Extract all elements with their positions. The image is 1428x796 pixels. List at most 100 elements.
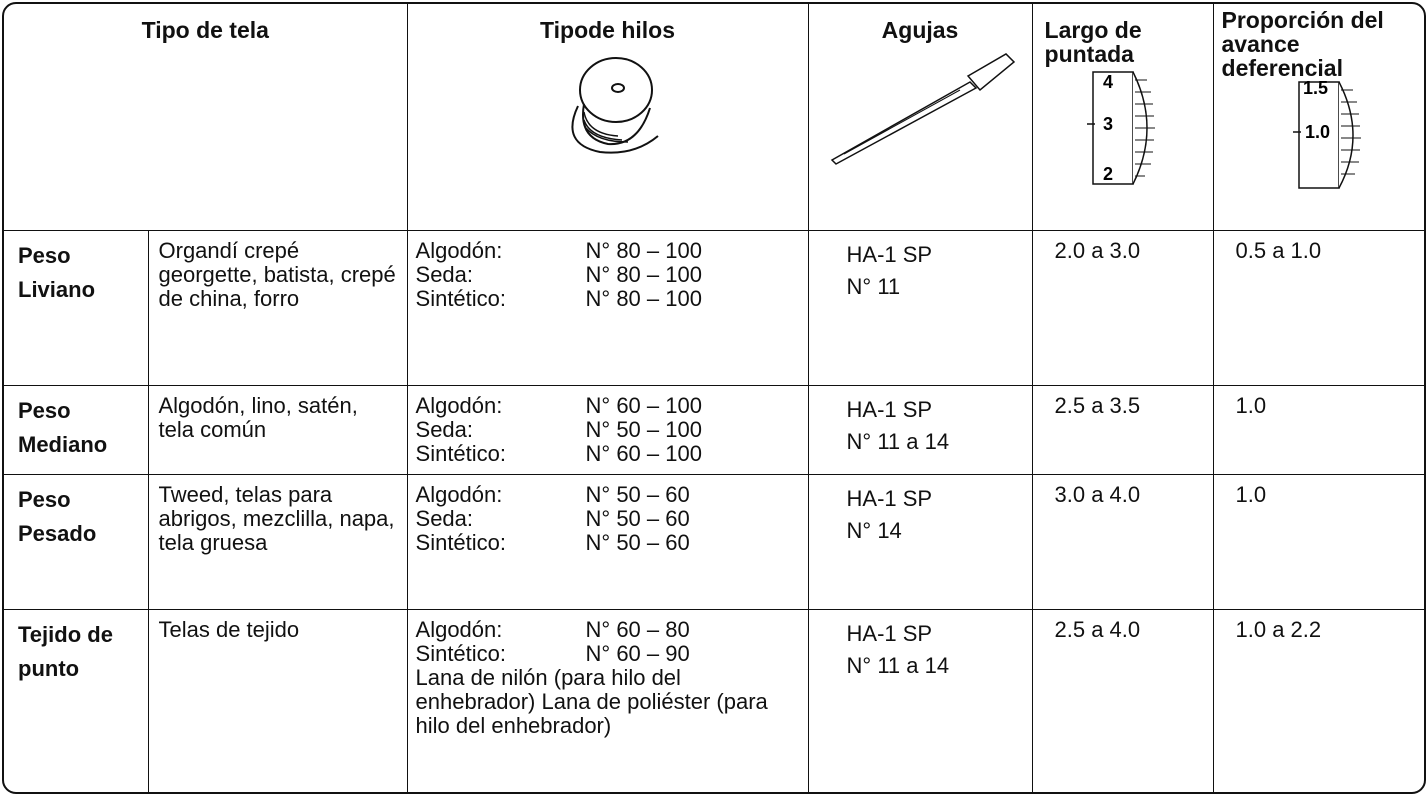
- cell: Algodón: N° 60 – 100 Seda: N° 50 – 100 Sinté…: [406, 384, 809, 475]
- stitch-length: 3.0 a 4.0: [1054, 481, 1141, 507]
- cell: HA-1 SP N° 11 a 14: [807, 384, 1033, 475]
- feed-ratio: 0.5 a 1.0: [1235, 237, 1322, 263]
- dial-label: 1.0: [1305, 122, 1330, 142]
- fabrics: Telas de tejido: [158, 616, 300, 642]
- thread-type: Algodón:: [415, 616, 503, 642]
- threads: Algodón: N° 80 – 100 Seda: N° 80 – 100 Sinté…: [408, 231, 808, 319]
- dial-label: 3: [1103, 114, 1113, 134]
- cell: Algodón, lino, satén, tela común: [147, 384, 408, 475]
- thread-type: Sintético:: [415, 640, 507, 666]
- cell: 2.0 a 3.0: [1031, 229, 1214, 386]
- header-cell: Tipode hilos: [406, 4, 809, 231]
- thread-type: Sintético:: [415, 285, 507, 311]
- thread-line: Seda: N° 50 – 60: [415, 505, 800, 531]
- cell: HA-1 SP N° 11 a 14: [807, 608, 1033, 792]
- needle-line: N° 11 a 14: [846, 428, 950, 454]
- needle-line: N° 11 a 14: [846, 652, 950, 678]
- cell: Algodón: N° 80 – 100 Seda: N° 80 – 100 Sinté…: [406, 229, 809, 386]
- thread-size: N° 80 – 100: [585, 261, 702, 287]
- thread-type: Seda:: [415, 416, 474, 442]
- header-text: Largo de puntada: [1044, 17, 1142, 67]
- fabrics: Organdí crepé georgette, batista, crepé …: [158, 237, 396, 311]
- cell: 0.5 a 1.0: [1212, 229, 1424, 386]
- stitch-length: 2.5 a 4.0: [1054, 616, 1141, 642]
- needle-line: HA-1 SP: [846, 396, 933, 422]
- thread-line: Sintético: N° 60 – 100: [415, 440, 800, 466]
- thread-line: Algodón: N° 60 – 100: [415, 392, 800, 418]
- thread-line: Algodón: N° 80 – 100: [415, 237, 800, 263]
- needle: HA-1 SP N° 14: [809, 475, 1032, 547]
- thread-size: N° 80 – 100: [585, 285, 702, 311]
- header-cell: Largo de puntada 4 3 2: [1031, 4, 1214, 231]
- threads: Algodón: N° 60 – 100 Seda: N° 50 – 100 Sinté…: [408, 386, 808, 474]
- needle: HA-1 SP N° 11: [809, 231, 1032, 303]
- dial-label: 1.5: [1303, 80, 1328, 98]
- header-text: Tipo de tela: [141, 17, 269, 43]
- thread-size: N° 60 – 90: [585, 640, 690, 666]
- spool-icon: [570, 57, 659, 154]
- thread-line: Algodón: N° 50 – 60: [415, 481, 800, 507]
- thread-type: Sintético:: [415, 529, 507, 555]
- thread-type: Seda:: [415, 261, 474, 287]
- row: Peso Mediano Algodón, lino, satén, tela c…: [4, 384, 1424, 475]
- needle: HA-1 SP N° 11 a 14: [809, 386, 1032, 458]
- header-cell: Tipo de tela: [4, 4, 408, 231]
- thread-line: Sintético: N° 60 – 90: [415, 640, 800, 666]
- thread-type: Seda:: [415, 505, 474, 531]
- weight: Tejido de punto: [18, 621, 113, 681]
- threads: Algodón: N° 60 – 80 Sintético: N° 60 – 90 La…: [408, 610, 808, 746]
- header-text: Tipode hilos: [540, 17, 676, 43]
- cell: Peso Liviano: [4, 229, 149, 386]
- thread-size: N° 60 – 100: [585, 392, 702, 418]
- cell: 1.0: [1212, 473, 1424, 610]
- thread-line: Sintético: N° 50 – 60: [415, 529, 800, 555]
- thread-size: N° 60 – 100: [585, 440, 702, 466]
- needle-line: N° 14: [846, 517, 902, 543]
- needle-line: N° 11: [846, 273, 901, 299]
- row: Peso Pesado Tweed, telas para abrigos, me…: [4, 473, 1424, 610]
- thread-type: Algodón:: [415, 392, 503, 418]
- needle: HA-1 SP N° 11 a 14: [809, 610, 1032, 682]
- row: Peso Liviano Organdí crepé georgette, bat…: [4, 229, 1424, 386]
- thread-line: Algodón: N° 60 – 80: [415, 616, 800, 642]
- feed-ratio: 1.0: [1235, 481, 1267, 507]
- thread-size: N° 60 – 80: [585, 616, 690, 642]
- thread-type: Algodón:: [415, 481, 503, 507]
- thread-size: N° 50 – 60: [585, 481, 690, 507]
- thread-line: Seda: N° 80 – 100: [415, 261, 800, 287]
- cell: 1.0 a 2.2: [1212, 608, 1424, 792]
- fabrics: Algodón, lino, satén, tela común: [158, 392, 358, 442]
- row: Tejido de punto Telas de tejido Algodón: N°…: [4, 608, 1424, 792]
- thread-note: Lana de nilón (para hilo del enhebrador)…: [415, 664, 768, 738]
- cell: Algodón: N° 60 – 80 Sintético: N° 60 – 90 La…: [406, 608, 809, 792]
- cell: Peso Pesado: [4, 473, 149, 610]
- cell: 2.5 a 4.0: [1031, 608, 1214, 792]
- cell: Tejido de punto: [4, 608, 149, 792]
- thread-size: N° 50 – 60: [585, 505, 690, 531]
- thread-line: Sintético: N° 80 – 100: [415, 285, 800, 311]
- needle-line: HA-1 SP: [846, 241, 933, 267]
- needle-line: HA-1 SP: [846, 485, 933, 511]
- needle-icon: [830, 53, 1016, 165]
- cell: Algodón: N° 50 – 60 Seda: N° 50 – 60 Sintéti…: [406, 473, 809, 610]
- thread-type: Algodón:: [415, 237, 503, 263]
- cell: Organdí crepé georgette, batista, crepé …: [147, 229, 408, 386]
- thread-line: Seda: N° 50 – 100: [415, 416, 800, 442]
- cell: HA-1 SP N° 14: [807, 473, 1033, 610]
- table: Tipo de tela Tipode hilos Agujas Largo d…: [4, 4, 1424, 792]
- thread-size: N° 80 – 100: [585, 237, 702, 263]
- thread-type: Sintético:: [415, 440, 507, 466]
- dial-label: 4: [1103, 72, 1113, 92]
- threads: Algodón: N° 50 – 60 Seda: N° 50 – 60 Sintéti…: [408, 475, 808, 563]
- cell: Tweed, telas para abrigos, mezclilla, na…: [147, 473, 408, 610]
- cell: 3.0 a 4.0: [1031, 473, 1214, 610]
- header-text: Agujas: [881, 17, 959, 43]
- stitch-length: 2.5 a 3.5: [1054, 392, 1141, 418]
- stitch-dial: 4 3 2: [1086, 71, 1155, 185]
- cell: 2.5 a 3.5: [1031, 384, 1214, 475]
- needle-line: HA-1 SP: [846, 620, 933, 646]
- cell: Peso Mediano: [4, 384, 149, 475]
- header-row: Tipo de tela Tipode hilos Agujas Largo d…: [4, 4, 1424, 231]
